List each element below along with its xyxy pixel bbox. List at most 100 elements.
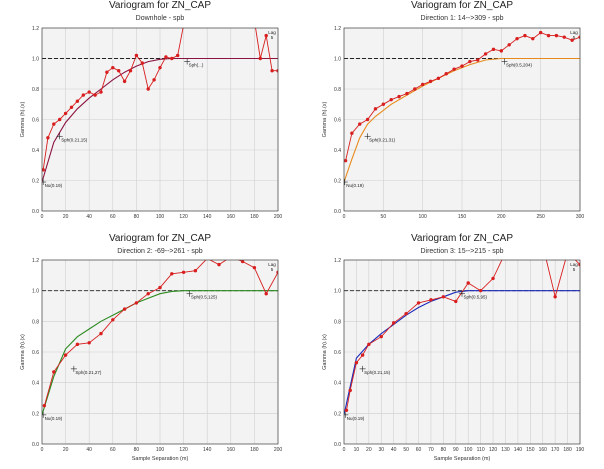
x-tick-label: 100 bbox=[464, 447, 473, 453]
x-tick-label: 20 bbox=[63, 447, 69, 453]
x-tick-label: 120 bbox=[179, 214, 188, 220]
experimental-point bbox=[193, 269, 198, 273]
experimental-point bbox=[570, 38, 574, 42]
experimental-point bbox=[182, 23, 185, 26]
x-tick-label: 120 bbox=[179, 447, 188, 453]
y-tick-label: 1.0 bbox=[32, 57, 39, 63]
experimental-point bbox=[170, 272, 174, 276]
annotation-label: Nu(0.19) bbox=[347, 416, 365, 421]
x-tick-label: 150 bbox=[526, 447, 535, 453]
y-tick-label: 0.6 bbox=[32, 350, 39, 356]
variogram-panel-3: Variogram for ZN_CAP Direction 2: -69-->2… bbox=[20, 233, 282, 462]
experimental-point bbox=[468, 59, 472, 64]
experimental-point bbox=[391, 321, 396, 325]
x-tick-label: 160 bbox=[227, 214, 236, 220]
x-tick-label: 60 bbox=[110, 447, 116, 453]
experimental-point bbox=[405, 91, 409, 96]
experimental-point bbox=[515, 36, 519, 41]
experimental-point bbox=[413, 87, 417, 91]
experimental-point bbox=[258, 56, 262, 61]
experimental-point bbox=[176, 53, 180, 58]
x-tick-label: 20 bbox=[63, 214, 69, 220]
y-tick-label: 0.8 bbox=[334, 87, 341, 93]
chart-subtitle: Direction 3: 15-->215 - spb bbox=[420, 248, 503, 255]
experimental-point bbox=[466, 281, 470, 285]
x-tick-label: 170 bbox=[551, 447, 560, 453]
variogram-panel-4: Variogram for ZN_CAP Direction 3: 15-->21… bbox=[322, 233, 584, 462]
experimental-point bbox=[87, 341, 91, 345]
y-tick-label: 0.4 bbox=[334, 148, 341, 154]
experimental-point bbox=[111, 318, 115, 322]
y-tick-label: 1.2 bbox=[334, 258, 341, 264]
x-axis-label: Sample Separation (m) bbox=[434, 456, 491, 462]
experimental-point bbox=[181, 270, 186, 274]
experimental-point bbox=[206, 11, 209, 14]
lag-label: Lag bbox=[570, 262, 578, 267]
plot-content: Nu(0.19) Sph(0.21,15) Sph(0.5,95) bbox=[344, 243, 580, 421]
y-tick-label: 0.0 bbox=[334, 209, 341, 215]
experimental-point bbox=[58, 117, 62, 122]
plot-border bbox=[343, 27, 581, 212]
experimental-point bbox=[578, 262, 580, 267]
experimental-point bbox=[491, 276, 495, 281]
plot-border bbox=[41, 27, 279, 212]
experimental-point bbox=[122, 307, 127, 311]
experimental-point bbox=[111, 65, 115, 70]
variogram-panel-1: Variogram for ZN_CAP Downhole - spb 0 20 40 6… bbox=[20, 0, 282, 220]
experimental-point bbox=[483, 52, 488, 56]
x-tick-label: 200 bbox=[497, 214, 506, 220]
experimental-point bbox=[460, 64, 464, 68]
y-tick-label: 0.6 bbox=[334, 118, 341, 124]
x-tick-label: 20 bbox=[366, 447, 372, 453]
annotation-label: Sph(0.21,27) bbox=[75, 370, 102, 375]
x-tick-label: 10 bbox=[354, 447, 360, 453]
experimental-point bbox=[93, 93, 97, 97]
model-curve bbox=[42, 57, 278, 183]
experimental-point bbox=[491, 47, 496, 52]
experimental-point bbox=[194, 11, 197, 14]
experimental-point bbox=[134, 301, 139, 305]
y-tick-label: 0.6 bbox=[334, 350, 341, 356]
lag-value: 5 bbox=[271, 35, 274, 40]
x-tick-label: 140 bbox=[203, 214, 212, 220]
chart-title: Variogram for ZN_CAP bbox=[411, 233, 513, 244]
experimental-point bbox=[428, 79, 433, 84]
experimental-point bbox=[454, 299, 458, 304]
experimental-line bbox=[346, 260, 580, 411]
experimental-point bbox=[223, 11, 226, 14]
y-tick-label: 1.2 bbox=[32, 258, 39, 264]
y-tick-label: 1.2 bbox=[334, 26, 341, 32]
experimental-point bbox=[75, 342, 80, 347]
annotation-label: Sph(0.21,31) bbox=[369, 137, 396, 142]
experimental-point bbox=[523, 33, 527, 38]
plot-border bbox=[41, 259, 279, 445]
annotation-label: Sph(0.21,15) bbox=[364, 370, 391, 375]
experimental-point bbox=[373, 107, 378, 111]
experimental-point bbox=[554, 33, 559, 38]
annotation-label: Sph(0.5,125) bbox=[191, 295, 218, 300]
model-curve bbox=[42, 290, 278, 416]
experimental-point bbox=[52, 370, 56, 374]
x-tick-label: 50 bbox=[381, 214, 387, 220]
x-tick-label: 100 bbox=[418, 214, 427, 220]
experimental-point bbox=[146, 292, 150, 296]
plot-content: Nu(0.19) Sph(0.21,27) Sph(0.5,125) bbox=[42, 260, 278, 421]
experimental-point bbox=[217, 262, 221, 267]
x-tick-label: 180 bbox=[250, 447, 259, 453]
x-tick-label: 50 bbox=[403, 447, 409, 453]
experimental-point bbox=[452, 67, 456, 71]
experimental-point bbox=[42, 403, 47, 408]
experimental-point bbox=[354, 361, 359, 365]
lag-label: Lag bbox=[268, 30, 276, 35]
experimental-point bbox=[529, 243, 532, 246]
experimental-point bbox=[81, 93, 86, 97]
experimental-point bbox=[264, 33, 268, 38]
y-tick-label: 0.4 bbox=[32, 381, 39, 387]
chart-subtitle: Direction 2: -69-->261 - spb bbox=[117, 248, 203, 255]
experimental-point bbox=[516, 243, 519, 246]
experimental-point bbox=[188, 11, 191, 14]
x-tick-label: 140 bbox=[203, 447, 212, 453]
chart-title: Variogram for ZN_CAP bbox=[109, 233, 211, 244]
